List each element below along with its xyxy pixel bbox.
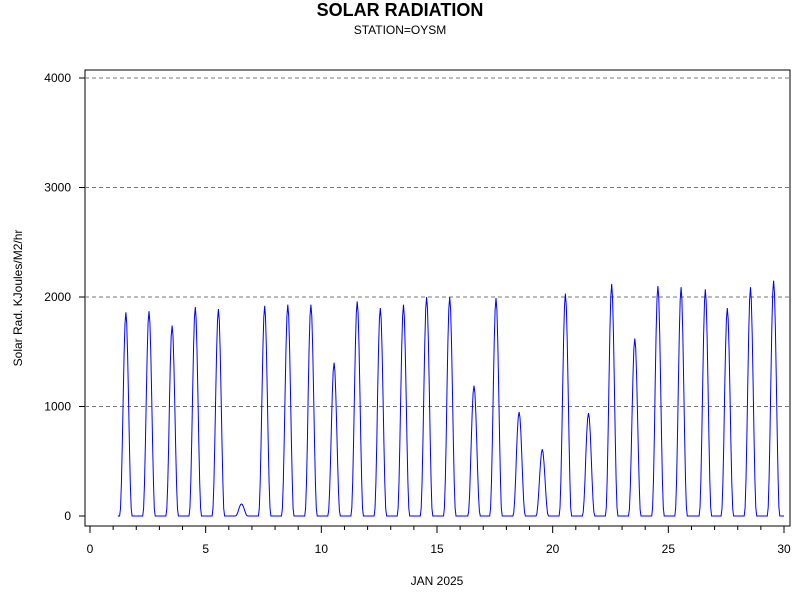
plot-frame xyxy=(84,69,791,527)
x-axis-label: JAN 2025 xyxy=(411,574,464,588)
x-tick-label: 30 xyxy=(777,542,791,556)
y-axis-label: Solar Rad. KJoules/M2/hr xyxy=(11,230,25,367)
y-tick-label: 4000 xyxy=(44,71,71,85)
x-tick-label: 15 xyxy=(430,542,444,556)
x-tick-label: 0 xyxy=(87,542,94,556)
y-tick-label: 0 xyxy=(64,509,71,523)
y-tick-label: 3000 xyxy=(44,181,71,195)
x-tick-label: 25 xyxy=(662,542,676,556)
solar-radiation-line xyxy=(117,280,784,517)
grid-layer xyxy=(85,77,790,407)
x-tick-label: 10 xyxy=(315,542,329,556)
x-tick-label: 5 xyxy=(202,542,209,556)
series-layer xyxy=(117,280,784,517)
y-tick-label: 1000 xyxy=(44,400,71,414)
chart-subtitle: STATION=OYSM xyxy=(353,23,447,37)
tick-layer: 0 1000 2000 3000 4000 0 5 10 15 20 25 30 xyxy=(44,71,791,556)
x-tick-label: 20 xyxy=(546,542,560,556)
chart-title: SOLAR RADIATION xyxy=(316,0,484,20)
y-tick-label: 2000 xyxy=(44,290,71,304)
